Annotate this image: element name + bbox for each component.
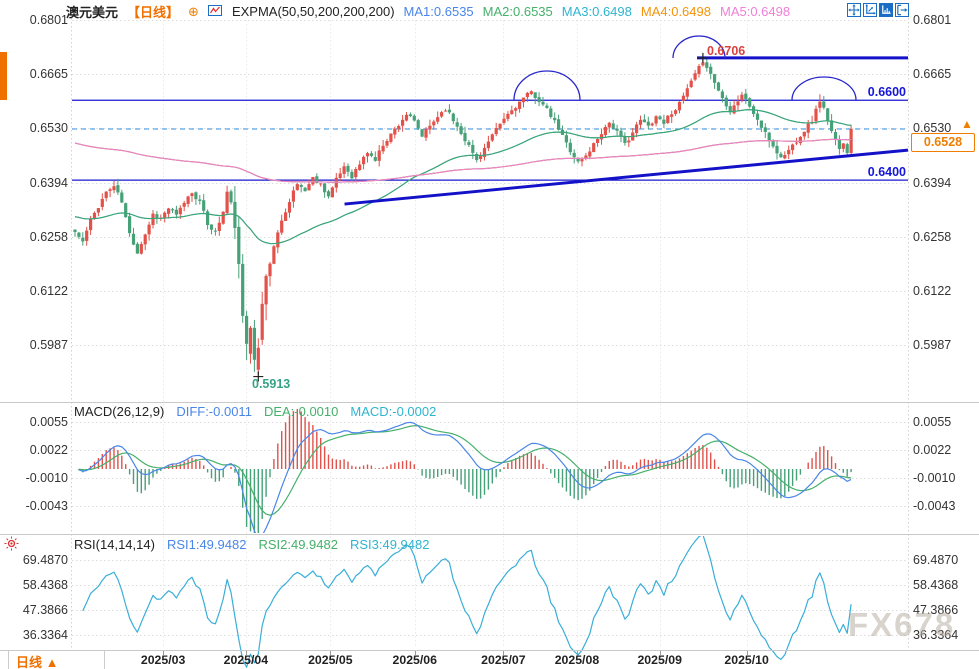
symbol-name: 澳元美元 [66,5,119,20]
axis-bar-divider [104,651,105,669]
macd-axis-label: 0.0055 [913,414,952,429]
macd-axis-label: -0.0010 [913,470,956,485]
rsi1-value: RSI1:49.9482 [166,537,247,552]
macd-axis-label: 0.0022 [913,443,952,458]
period-selector[interactable]: 日线 ▲ [16,655,59,669]
macd-title: MACD(26,12,9) [74,404,165,419]
indicator-name: EXPMA(50,50,200,200,200) [231,4,395,19]
macd-dea-value: DEA:-0.0010 [263,404,339,419]
panel-separator [0,402,979,403]
x-axis-label: 2025/08 [554,653,600,667]
period-tag[interactable]: 【日线】 [127,5,180,20]
macd-panel-header: MACD(26,12,9) DIFF:-0.0011 DEA:-0.0010 M… [74,404,436,419]
ma5-value: MA5:0.6498 [719,4,791,19]
x-axis-label: 2025/10 [724,653,769,667]
price-axis-label: 0.6258 [29,229,68,244]
move-tool-icon[interactable] [847,3,861,17]
detach-window-icon[interactable] [895,3,909,17]
price-up-arrow-icon: ▲ [961,117,973,131]
macd-hist-value: MACD:-0.0002 [350,404,437,419]
ma4-value: MA4:0.6498 [640,4,711,19]
rsi-panel-header: RSI(14,14,14) RSI1:49.9482 RSI2:49.9482 … [74,537,429,552]
axis-bar-divider [8,651,9,669]
ma1-value: MA1:0.6535 [403,4,474,19]
support-level-label: 0.6400 [867,165,906,179]
axis-range-tool-icon[interactable] [863,3,877,17]
price-axis-label: 0.6530 [913,121,952,136]
macd-axis-label: 0.0022 [29,443,68,458]
resistance-level-label: 0.6600 [867,85,906,99]
price-axis-label: 0.6394 [29,175,68,190]
rsi-axis-label: 36.3364 [22,628,68,642]
price-axis-label: 0.6122 [913,284,952,299]
macd-axis-label: -0.0010 [25,470,68,485]
price-axis-label: 0.6665 [913,67,952,82]
indicator-settings-icon[interactable] [4,536,19,556]
chart-toolbar [847,3,909,17]
axis-scale-tool-icon[interactable] [879,3,893,17]
x-axis-label: 2025/05 [308,653,353,667]
price-axis-label: 0.6801 [29,13,68,27]
panel-separator [0,534,979,535]
rsi-axis-label: 47.3866 [22,603,68,617]
ma3-value: MA3:0.6498 [561,4,632,19]
rsi-axis-label: 69.4870 [22,553,68,567]
rsi-axis-label: 36.3364 [913,628,959,642]
macd-axis-label: -0.0043 [25,498,68,513]
price-axis-label: 0.6258 [913,229,952,244]
price-axis-label: 0.5987 [29,338,68,352]
rsi-axis-label: 58.4368 [913,578,959,592]
swing-low-annotation: 0.5913 [252,377,291,391]
rsi-title: RSI(14,14,14) [74,537,155,552]
price-axis-label: 0.6665 [29,67,68,82]
x-axis-label: 2025/09 [637,653,682,667]
peak-price-annotation: 0.6706 [707,44,746,58]
add-indicator-icon[interactable]: ⊕ [188,3,199,19]
ma2-value: MA2:0.6535 [482,4,553,19]
price-axis-label: 0.6801 [913,13,952,27]
rsi-axis-label: 58.4368 [22,578,68,592]
main-chart-header: 澳元美元 【日线】 ⊕ EXPMA(50,50,200,200,200) MA1… [66,2,790,21]
panel-separator [0,650,979,651]
x-axis-label: 2025/03 [140,653,186,667]
time-axis-bar: 日线 ▲ 2025/03 2025/04 2025/05 2025/06 2025/07… [0,651,979,669]
chart-type-icon[interactable] [207,4,223,20]
rsi3-value: RSI3:49.9482 [349,537,430,552]
macd-axis-label: 0.0055 [29,414,68,429]
price-axis-label: 0.6394 [913,175,952,190]
price-axis-label: 0.6122 [29,284,68,299]
side-panel-tab[interactable] [0,52,7,100]
x-axis-label: 2025/07 [481,653,526,667]
x-axis-label: 2025/06 [392,653,437,667]
current-price-badge: 0.6528 [911,133,975,152]
price-axis-label: 0.6530 [29,121,68,136]
rsi2-value: RSI2:49.9482 [258,537,338,552]
macd-diff-value: DIFF:-0.0011 [176,404,252,419]
rsi-axis-label: 69.4870 [913,553,959,567]
rsi-axis-label: 47.3866 [913,603,959,617]
price-axis-label: 0.5987 [913,338,952,352]
x-axis-label: 2025/04 [223,653,269,667]
macd-axis-label: -0.0043 [913,498,956,513]
